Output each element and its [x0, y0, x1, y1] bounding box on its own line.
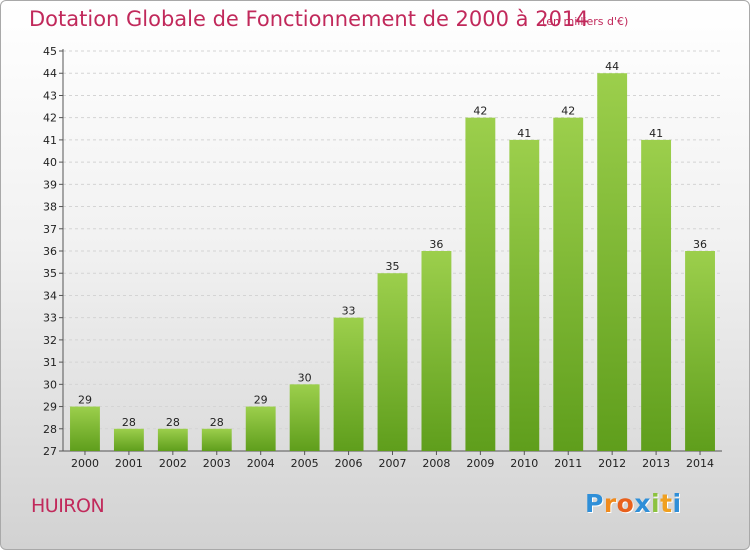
chart-title: Dotation Globale de Fonctionnement de 20… [29, 7, 589, 31]
y-tick-label: 31 [43, 356, 57, 369]
logo-letter: x [634, 489, 651, 518]
x-tick-label: 2008 [422, 457, 450, 470]
logo-letter: o [616, 489, 635, 518]
logo-letter: t [660, 489, 673, 518]
y-tick-label: 40 [43, 156, 57, 169]
logo-letter: i [651, 489, 661, 518]
logo-letter: r [603, 489, 617, 518]
data-label: 35 [386, 260, 400, 273]
bar [201, 428, 232, 451]
logo-letter: i [672, 489, 682, 518]
data-label: 36 [429, 238, 443, 251]
x-tick-labels: 2000 2001 2002 2003 2004 2005 2006 2007 2008 2009… [71, 457, 714, 470]
data-label: 42 [561, 105, 575, 118]
y-tick-label: 32 [43, 334, 57, 347]
y-tick-label: 33 [43, 312, 57, 325]
bar [421, 251, 452, 451]
data-label: 29 [254, 394, 268, 407]
data-label: 41 [517, 127, 531, 140]
data-label: 44 [605, 60, 619, 73]
y-tick-label: 36 [43, 245, 57, 258]
y-tick-label: 35 [43, 267, 57, 280]
data-label: 41 [649, 127, 663, 140]
bar [113, 428, 144, 451]
bar [333, 317, 364, 451]
x-tick-label: 2002 [159, 457, 187, 470]
data-label: 28 [166, 416, 180, 429]
y-tick-label: 34 [43, 289, 57, 302]
x-tick-label: 2000 [71, 457, 99, 470]
data-label: 33 [342, 305, 356, 318]
data-label: 30 [298, 371, 312, 384]
bar [509, 139, 540, 451]
data-labels: 29 28 28 28 29 30 33 35 36 42 41 42 44 41 36 [78, 60, 707, 429]
y-tick-label: 41 [43, 134, 57, 147]
y-tick-label: 37 [43, 223, 57, 236]
x-tick-label: 2011 [554, 457, 582, 470]
data-label: 28 [122, 416, 136, 429]
x-tick-label: 2010 [510, 457, 538, 470]
y-tick-label: 30 [43, 378, 57, 391]
bar [465, 117, 496, 452]
bar [377, 273, 408, 451]
proxiti-logo: Proxiti [585, 489, 682, 518]
unit-note: (en milliers d'€) [542, 15, 629, 28]
x-tick-label: 2001 [115, 457, 143, 470]
y-tick-label: 29 [43, 401, 57, 414]
y-tick-labels: 27 28 29 30 31 32 33 34 35 36 37 38 39 40 41 42 43 44 45 [43, 45, 57, 458]
x-tick-label: 2004 [247, 457, 275, 470]
y-tick-label: 42 [43, 112, 57, 125]
x-tick-label: 2014 [686, 457, 714, 470]
data-label: 36 [693, 238, 707, 251]
bar [70, 406, 100, 451]
data-label: 28 [210, 416, 224, 429]
bar [641, 139, 672, 451]
bar [157, 428, 188, 451]
x-tick-label: 2012 [598, 457, 626, 470]
bar [245, 406, 276, 451]
x-tick-label: 2007 [379, 457, 407, 470]
x-tick-label: 2006 [335, 457, 363, 470]
x-tick-label: 2005 [291, 457, 319, 470]
commune-name: HUIRON [31, 495, 105, 517]
y-tick-label: 27 [43, 445, 57, 458]
x-tick-label: 2013 [642, 457, 670, 470]
y-tick-label: 43 [43, 89, 57, 102]
y-tick-label: 39 [43, 178, 57, 191]
x-tick-label: 2009 [466, 457, 494, 470]
y-tick-label: 44 [43, 67, 57, 80]
bars [70, 73, 715, 452]
bar [685, 251, 715, 451]
data-label: 42 [473, 105, 487, 118]
y-tick-label: 45 [43, 45, 57, 58]
bar [553, 117, 584, 452]
y-tick-label: 28 [43, 423, 57, 436]
y-tick-label: 38 [43, 201, 57, 214]
data-label: 29 [78, 394, 92, 407]
logo-letter: P [585, 489, 604, 518]
bar [597, 73, 628, 451]
x-tick-label: 2003 [203, 457, 231, 470]
bar [289, 384, 320, 451]
